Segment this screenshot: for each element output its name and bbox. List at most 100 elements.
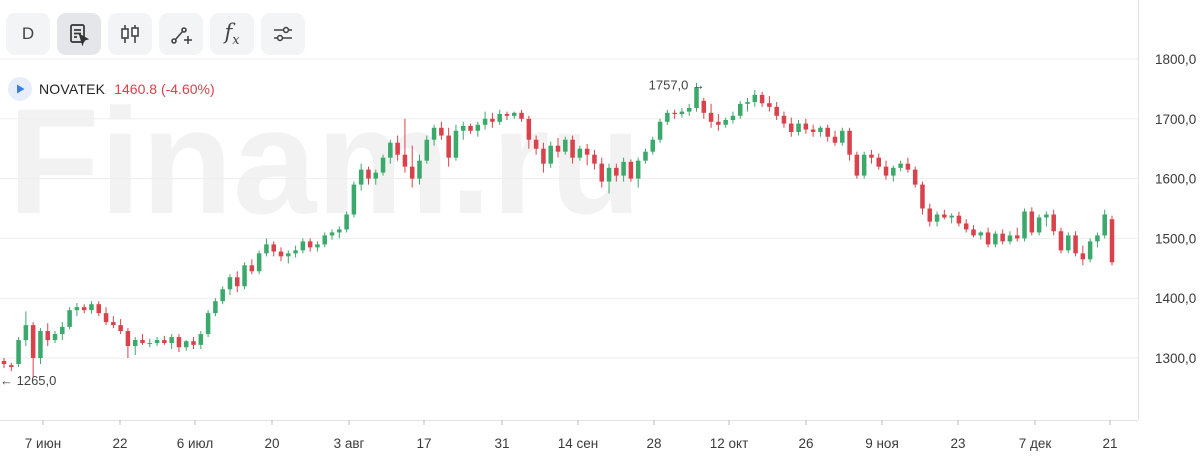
candle-body	[293, 250, 298, 254]
x-tick-label: 17	[416, 436, 431, 451]
price-change-label: 1460.8 (-4.60%)	[114, 81, 215, 97]
candle-body	[103, 313, 109, 323]
candle-body	[176, 337, 182, 348]
candle-body	[1036, 217, 1042, 233]
period-button[interactable]: D	[6, 13, 50, 55]
x-tick-label: 23	[950, 436, 965, 451]
candle-body	[96, 304, 102, 314]
candle-body	[431, 127, 437, 140]
candle-body	[23, 325, 29, 341]
candle-body	[825, 127, 830, 137]
y-tick-label: 1700,0	[1155, 112, 1196, 127]
candle-body	[621, 161, 626, 176]
candle-body	[147, 343, 153, 345]
candle-body	[388, 142, 393, 158]
candle-body	[213, 301, 218, 314]
y-tick-label: 1800,0	[1155, 52, 1196, 67]
candle-body	[344, 214, 349, 230]
candle-body	[366, 169, 371, 179]
fx-subscript: x	[232, 33, 240, 49]
candle-body	[1014, 235, 1020, 239]
x-tick-label: 12 окт	[710, 436, 749, 451]
candle-body	[803, 123, 809, 130]
candle-body	[1066, 235, 1071, 251]
candle-body	[1102, 214, 1107, 236]
candle-body	[183, 341, 189, 348]
candle-body	[949, 215, 954, 218]
candle-body	[140, 340, 145, 344]
settings-button[interactable]	[261, 13, 305, 55]
candle-body	[548, 145, 553, 164]
candle-body	[373, 172, 379, 179]
candlestick-icon	[121, 25, 139, 43]
candle-body	[628, 161, 634, 179]
candle-body	[453, 130, 459, 158]
candle-body	[563, 139, 568, 152]
candlestick-button[interactable]	[108, 13, 152, 55]
candle-body	[205, 313, 211, 335]
candle-body	[307, 241, 313, 248]
candle-body	[16, 340, 21, 364]
min-annotation: ← 1265,0	[0, 373, 56, 388]
candle-body	[555, 145, 561, 152]
candle-body	[643, 151, 648, 161]
candle-body	[198, 334, 204, 345]
candle-body	[730, 115, 736, 120]
candle-body	[978, 232, 984, 236]
candle-body	[759, 94, 765, 104]
candle-body	[898, 163, 903, 168]
x-tick-label: 3 авг	[334, 436, 365, 451]
play-icon[interactable]	[8, 77, 32, 101]
draw-line-button[interactable]	[159, 13, 203, 55]
candle-body	[818, 127, 823, 132]
y-tick-label: 1300,0	[1155, 351, 1196, 366]
candles	[1, 82, 1115, 378]
candle-body	[1087, 241, 1093, 260]
candle-body	[358, 169, 364, 185]
x-tick-label: 6 июл	[177, 436, 214, 451]
x-tick-label: 26	[798, 436, 813, 451]
candle-body	[577, 148, 583, 158]
candle-body	[278, 251, 284, 257]
candle-body	[708, 112, 714, 122]
candle-body	[322, 235, 327, 245]
chart-toolbar: D fx	[6, 13, 305, 55]
candle-body	[592, 154, 597, 164]
y-tick-label: 1400,0	[1155, 291, 1196, 306]
candle-body	[985, 232, 991, 245]
x-tick-label: 20	[264, 436, 279, 451]
candle-body	[380, 157, 386, 173]
candle-body	[154, 340, 160, 344]
fx-label: f	[224, 19, 233, 44]
candle-body	[533, 139, 539, 149]
watermark: Finam.ru	[8, 77, 641, 245]
candle-body	[963, 223, 969, 230]
candle-body	[1000, 233, 1005, 242]
x-tick-label: 21	[1102, 436, 1117, 451]
draw-line-icon	[171, 27, 192, 44]
candle-body	[439, 127, 444, 136]
candle-body	[723, 119, 728, 125]
candle-body	[606, 167, 612, 182]
candle-body	[1058, 231, 1064, 251]
candle-body	[395, 142, 400, 155]
candle-body	[67, 310, 72, 327]
candle-body	[497, 114, 502, 122]
grid	[0, 0, 1139, 421]
x-tick-label: 9 ноя	[865, 436, 899, 451]
candle-body	[650, 139, 656, 152]
candle-body	[694, 87, 699, 109]
candle-body	[672, 112, 677, 115]
candle-body	[701, 100, 707, 113]
candle-body	[315, 244, 320, 248]
max-annotation: 1757,0 →	[649, 78, 705, 93]
function-icon: fx	[224, 20, 239, 48]
document-cursor-button[interactable]	[57, 13, 101, 55]
function-button[interactable]: fx	[210, 13, 254, 55]
candle-body	[45, 331, 50, 341]
candle-body	[235, 277, 240, 287]
candle-body	[767, 103, 772, 107]
candle-body	[52, 334, 58, 341]
candle-body	[993, 233, 998, 245]
